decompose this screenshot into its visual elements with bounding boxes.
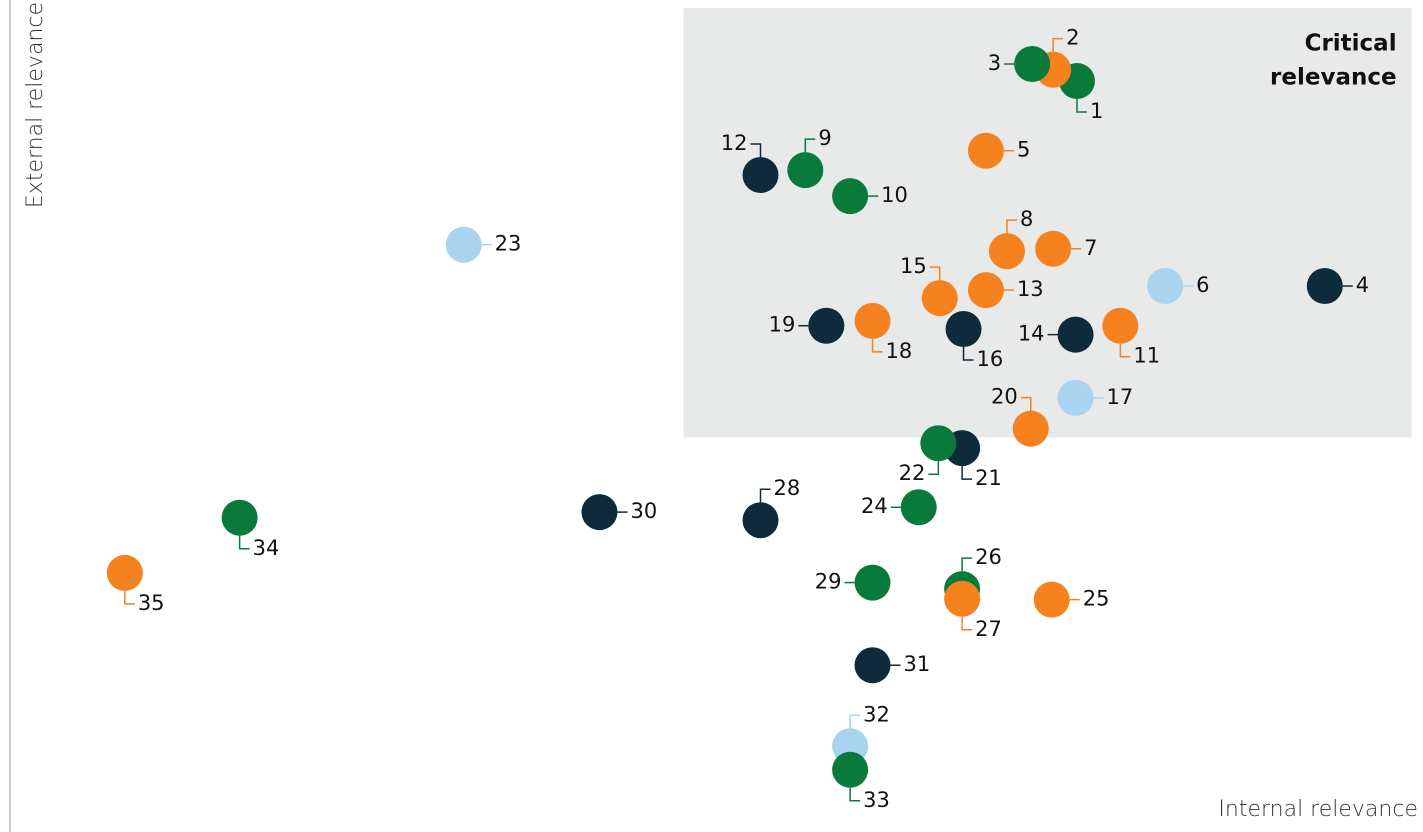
leader-line <box>124 590 135 605</box>
point <box>787 152 824 189</box>
point <box>1035 230 1072 267</box>
leader-line <box>871 338 883 353</box>
point-label: 9 <box>818 126 831 150</box>
point <box>742 502 779 539</box>
point <box>854 564 891 601</box>
point-label: 16 <box>977 347 1004 371</box>
point <box>1057 379 1094 416</box>
point-label: 3 <box>988 51 1001 75</box>
point-label: 14 <box>1018 322 1045 346</box>
point-label: 1 <box>1090 99 1103 123</box>
point-label: 27 <box>975 617 1002 641</box>
leader-line <box>929 266 941 281</box>
point-label: 6 <box>1196 273 1209 297</box>
point <box>1033 581 1070 618</box>
point-label: 26 <box>975 545 1002 569</box>
point-label: 8 <box>1020 207 1033 231</box>
leader-line <box>849 787 861 802</box>
point-label: 2 <box>1066 26 1079 50</box>
y-axis-label: External relevance <box>23 2 48 208</box>
point-label: 12 <box>721 131 748 155</box>
x-axis-label: Internal relevance <box>1218 797 1418 822</box>
point-label: 4 <box>1356 273 1369 297</box>
point-label: 17 <box>1107 385 1134 409</box>
leader-line <box>961 616 973 631</box>
point-label: 7 <box>1084 236 1097 260</box>
leader-line <box>759 488 771 503</box>
point-label: 23 <box>495 232 522 256</box>
point <box>920 425 957 462</box>
point-label: 32 <box>863 702 890 726</box>
point-label: 31 <box>904 652 931 676</box>
leader-line <box>962 346 974 361</box>
point <box>967 272 1004 309</box>
point <box>221 499 258 536</box>
leader-line <box>961 557 973 572</box>
leader-line <box>1119 343 1131 358</box>
point-label: 28 <box>774 476 801 500</box>
point-label: 33 <box>863 788 890 812</box>
point-label: 20 <box>991 385 1018 409</box>
point <box>1306 268 1343 305</box>
point <box>581 494 618 531</box>
point-label: 19 <box>769 313 796 337</box>
point-label: 15 <box>900 254 927 278</box>
point-label: 29 <box>815 570 842 594</box>
leader-line <box>1020 396 1032 411</box>
leader-line <box>1052 37 1064 52</box>
leader-line <box>1076 99 1087 113</box>
point <box>832 178 869 215</box>
point-label: 34 <box>253 536 280 560</box>
point-label: 30 <box>630 499 657 523</box>
point <box>967 132 1004 169</box>
point <box>832 751 869 788</box>
leader-line <box>849 714 861 729</box>
point-label: 11 <box>1133 344 1160 368</box>
leader-line <box>928 461 940 475</box>
point <box>900 489 937 526</box>
point <box>808 307 845 344</box>
point <box>1147 268 1184 305</box>
point-label: 18 <box>886 339 913 363</box>
point-label: 24 <box>861 494 888 518</box>
point <box>1014 46 1051 83</box>
point <box>742 157 779 194</box>
point <box>1012 410 1049 447</box>
point <box>944 580 981 617</box>
leader-line <box>238 535 250 550</box>
point-label: 21 <box>975 466 1002 490</box>
point <box>945 310 982 347</box>
point-label: 5 <box>1017 138 1030 162</box>
point-label: 25 <box>1083 587 1110 611</box>
point <box>1057 316 1094 353</box>
leader-line <box>961 466 973 480</box>
point <box>988 233 1025 270</box>
leader-line <box>804 138 816 153</box>
leader-line <box>1006 219 1017 234</box>
point-label: 35 <box>138 591 165 615</box>
critical-label: Critical <box>1305 31 1397 57</box>
point-label: 10 <box>881 183 908 207</box>
point <box>854 647 891 684</box>
point-label: 22 <box>899 461 926 485</box>
point-label: 13 <box>1017 277 1044 301</box>
point <box>445 226 482 263</box>
point <box>106 554 143 591</box>
leader-line <box>750 143 762 158</box>
point <box>854 302 891 339</box>
point <box>1102 307 1139 344</box>
point <box>921 280 958 317</box>
critical-label: relevance <box>1270 65 1397 91</box>
